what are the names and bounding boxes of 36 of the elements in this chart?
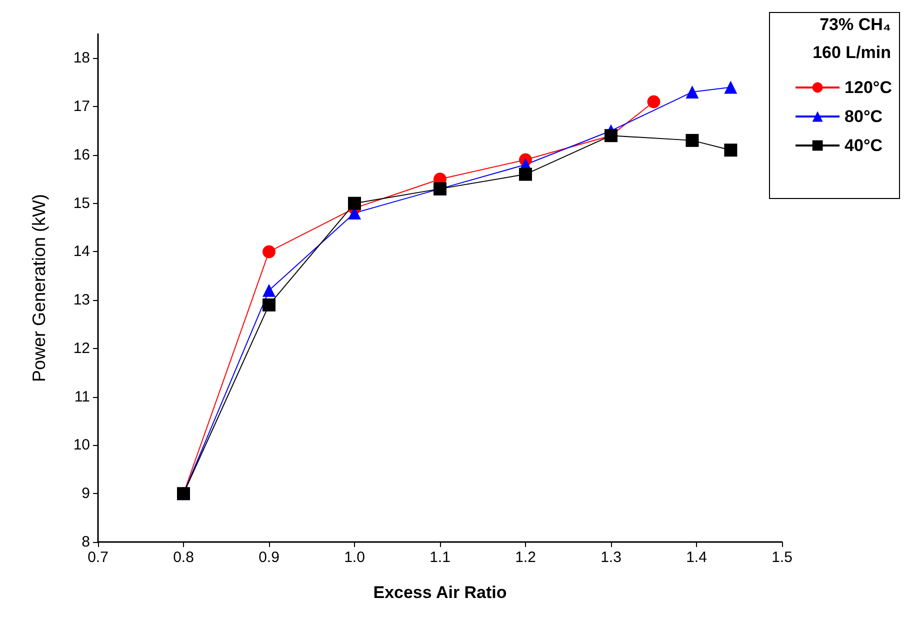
y-axis-title: Power Generation (kW): [29, 194, 49, 382]
x-tick-label: 1.5: [772, 549, 792, 566]
legend-label: 40°C: [844, 136, 883, 155]
legend-title: 73% CH₄ 160 L/min: [812, 15, 892, 62]
y-tick-label: 11: [74, 388, 90, 406]
y-tick-label: 18: [73, 50, 90, 67]
y-tick-label: 17: [73, 98, 90, 116]
y-tick-label: 12: [73, 340, 90, 357]
point: [686, 86, 699, 99]
point: [262, 284, 276, 297]
point: [262, 245, 276, 258]
point: [519, 168, 532, 181]
x-tick-label: 1.1: [430, 549, 450, 566]
point: [262, 298, 276, 312]
legend-label: 80°C: [844, 107, 883, 126]
x-tick-label: 1.0: [344, 549, 365, 566]
x-tick-label: 0.9: [258, 549, 280, 566]
y-tick-label: 13: [73, 292, 90, 309]
x-tick-label: 1.3: [600, 549, 622, 566]
x-axis-title: Excess Air Ratio: [373, 583, 507, 602]
x-tick-label: 1.2: [515, 549, 536, 566]
x-tick-label: 0.8: [173, 549, 194, 566]
y-tick-label: 9: [82, 485, 90, 502]
y-tick-label: 10: [73, 436, 90, 454]
legend-label: 120°C: [844, 78, 892, 97]
x-tick-label: 0.7: [88, 549, 108, 566]
point: [724, 144, 738, 157]
point: [724, 80, 738, 94]
y-tick-label: 8: [82, 534, 90, 550]
y-tick-label: 14: [73, 243, 90, 260]
point: [686, 134, 699, 147]
point: [647, 95, 660, 108]
point: [348, 196, 361, 210]
y-tick-label: 16: [73, 146, 90, 164]
y-tick-label: 15: [73, 194, 90, 212]
x-tick-label: 1.4: [686, 549, 707, 566]
